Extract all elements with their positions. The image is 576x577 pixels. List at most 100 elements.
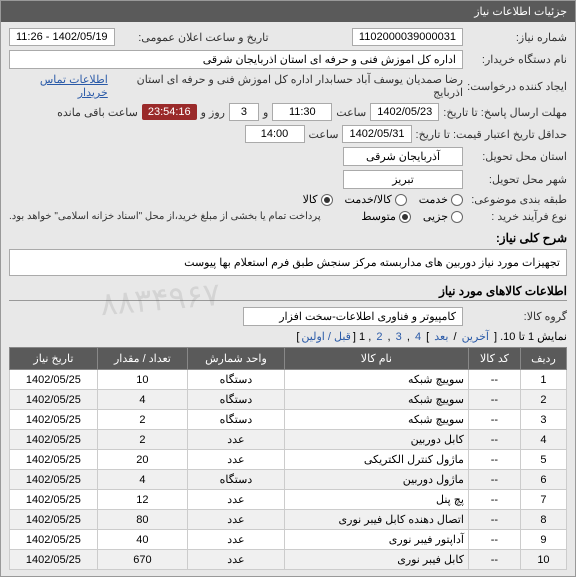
pagination-last[interactable]: آخرین [462, 331, 489, 343]
deadline-time: 11:30 [272, 103, 332, 121]
deadline-date: 1402/05/23 [370, 103, 439, 121]
table-cell: -- [468, 550, 520, 570]
table-cell: 6 [520, 470, 566, 490]
table-cell: 40 [97, 530, 187, 550]
requester-value: رضا صمدیان یوسف آباد حسابدار اداره کل ام… [112, 73, 463, 99]
table-cell: 10 [97, 370, 187, 390]
table-cell: 1402/05/25 [10, 450, 98, 470]
th-date: تاریخ نیاز [10, 348, 98, 370]
table-row: 1--سوییچ شبکهدستگاه101402/05/25 [10, 370, 567, 390]
table-cell: 2 [520, 390, 566, 410]
table-cell: 1402/05/25 [10, 510, 98, 530]
panel-header: جزئیات اطلاعات نیاز [1, 1, 575, 22]
days-value: 3 [229, 103, 259, 121]
table-cell: دستگاه [188, 410, 285, 430]
and-label: و [263, 106, 268, 119]
remaining-label: ساعت باقی مانده [57, 106, 138, 119]
table-cell: -- [468, 390, 520, 410]
radio-service-label: خدمت [419, 193, 448, 206]
table-cell: عدد [188, 530, 285, 550]
th-name: نام کالا [284, 348, 468, 370]
table-cell: 1402/05/25 [10, 430, 98, 450]
need-number-value: 1102000039000031 [352, 28, 463, 46]
remaining-time: 23:54:16 [142, 104, 197, 120]
page-4[interactable]: 4 [415, 331, 421, 343]
table-cell: 670 [97, 550, 187, 570]
table-row: 5--ماژول کنترل الکتریکیعدد201402/05/25 [10, 450, 567, 470]
radio-service[interactable]: خدمت [419, 193, 463, 206]
table-cell: دستگاه [188, 470, 285, 490]
table-cell: عدد [188, 510, 285, 530]
price-validity-date: 1402/05/31 [342, 125, 411, 143]
table-cell: -- [468, 430, 520, 450]
table-row: 9--آداپتور فیبر نوریعدد401402/05/25 [10, 530, 567, 550]
page-2[interactable]: 2 [376, 331, 382, 343]
table-cell: دستگاه [188, 370, 285, 390]
table-cell: 4 [97, 470, 187, 490]
table-cell: سوییچ شبکه [284, 370, 468, 390]
radio-goods-service[interactable]: کالا/خدمت [345, 193, 407, 206]
summary-text: تجهیزات مورد نیاز دوربین های مداربسته مر… [9, 249, 567, 276]
table-cell: عدد [188, 430, 285, 450]
table-cell: -- [468, 470, 520, 490]
th-row: ردیف [520, 348, 566, 370]
table-row: 6--ماژول دوربیندستگاه41402/05/25 [10, 470, 567, 490]
category-label: طبقه بندی موضوعی: [467, 193, 567, 206]
pagination-next[interactable]: بعد [434, 331, 448, 343]
radio-medium-input[interactable] [399, 211, 411, 223]
need-number-label: شماره نیاز: [467, 31, 567, 44]
table-cell: 4 [520, 430, 566, 450]
table-cell: 8 [520, 510, 566, 530]
buyer-contact-link[interactable]: اطلاعات تماس خریدار [9, 73, 108, 99]
table-cell: 1402/05/25 [10, 390, 98, 410]
radio-goods-service-input[interactable] [395, 194, 407, 206]
table-cell: 2 [97, 430, 187, 450]
page-3[interactable]: 3 [396, 331, 402, 343]
radio-medium[interactable]: متوسط [361, 210, 411, 223]
radio-medium-label: متوسط [361, 210, 396, 223]
pagination-first[interactable]: قبل / اولین [301, 331, 351, 343]
table-cell: 1402/05/25 [10, 530, 98, 550]
radio-goods-service-label: کالا/خدمت [345, 193, 392, 206]
table-cell: -- [468, 450, 520, 470]
table-cell: 5 [520, 450, 566, 470]
announce-label: تاریخ و ساعت اعلان عمومی: [119, 31, 269, 44]
table-cell: 7 [520, 490, 566, 510]
table-cell: 80 [97, 510, 187, 530]
table-cell: 20 [97, 450, 187, 470]
deadline-label: مهلت ارسال پاسخ: تا تاریخ: [443, 106, 567, 119]
table-row: 7--پچ پنلعدد121402/05/25 [10, 490, 567, 510]
radio-partial[interactable]: جزیی [423, 210, 463, 223]
table-cell: پچ پنل [284, 490, 468, 510]
table-cell: 4 [97, 390, 187, 410]
table-row: 4--کابل دوربینعدد21402/05/25 [10, 430, 567, 450]
purchase-type-label: نوع فرآیند خرید : [467, 210, 567, 223]
table-cell: 3 [520, 410, 566, 430]
table-cell: 10 [520, 550, 566, 570]
table-cell: دستگاه [188, 390, 285, 410]
table-cell: 1402/05/25 [10, 410, 98, 430]
th-unit: واحد شمارش [188, 348, 285, 370]
goods-section-title: اطلاعات کالاهای مورد نیاز [9, 284, 567, 301]
table-cell: -- [468, 510, 520, 530]
table-cell: -- [468, 370, 520, 390]
radio-service-input[interactable] [451, 194, 463, 206]
radio-goods-label: کالا [303, 193, 318, 206]
time-label-2: ساعت [309, 128, 339, 141]
price-validity-label: حداقل تاریخ اعتبار قیمت: تا تاریخ: [416, 128, 567, 141]
radio-goods-input[interactable] [321, 194, 333, 206]
table-cell: عدد [188, 550, 285, 570]
time-label-1: ساعت [336, 106, 366, 119]
pagination-text: نمایش 1 تا 10. [500, 331, 567, 343]
table-cell: 1402/05/25 [10, 370, 98, 390]
table-cell: عدد [188, 450, 285, 470]
table-cell: اتصال دهنده کابل فیبر نوری [284, 510, 468, 530]
requester-label: ایجاد کننده درخواست: [467, 80, 567, 93]
radio-goods[interactable]: کالا [303, 193, 333, 206]
th-qty: تعداد / مقدار [97, 348, 187, 370]
summary-title: شرح کلی نیاز: [9, 231, 567, 245]
goods-table: ردیف کد کالا نام کالا واحد شمارش تعداد /… [9, 347, 567, 570]
table-cell: کابل فیبر نوری [284, 550, 468, 570]
table-cell: ماژول دوربین [284, 470, 468, 490]
radio-partial-input[interactable] [451, 211, 463, 223]
